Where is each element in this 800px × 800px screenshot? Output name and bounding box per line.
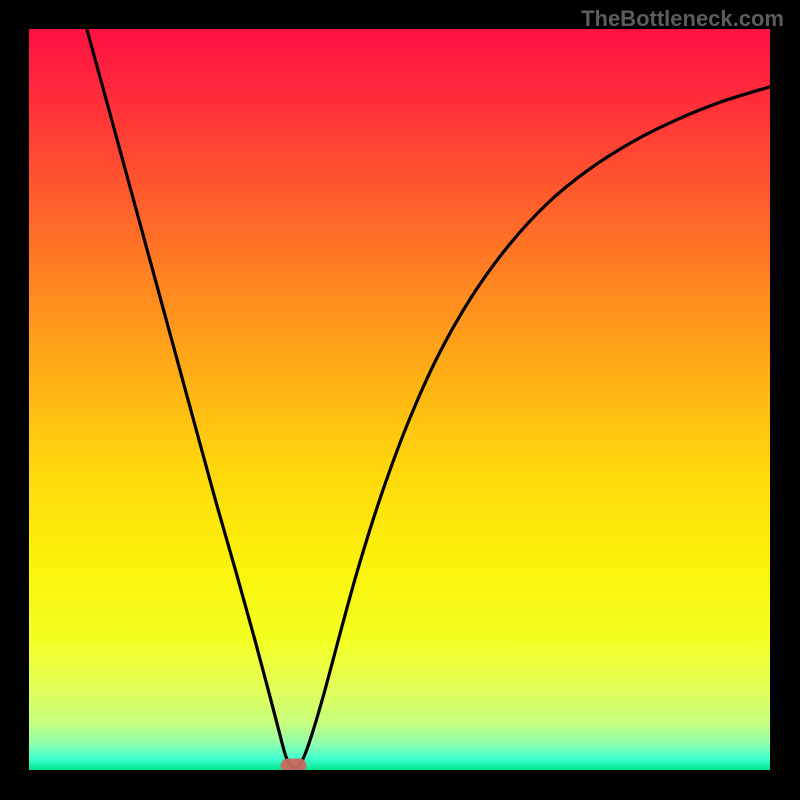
- minimum-marker: [281, 759, 307, 770]
- stage: TheBottleneck.com: [0, 0, 800, 800]
- watermark-label: TheBottleneck.com: [581, 6, 784, 32]
- curve-layer: [29, 29, 770, 770]
- plot-area: [29, 29, 770, 770]
- bottleneck-curve: [87, 29, 770, 769]
